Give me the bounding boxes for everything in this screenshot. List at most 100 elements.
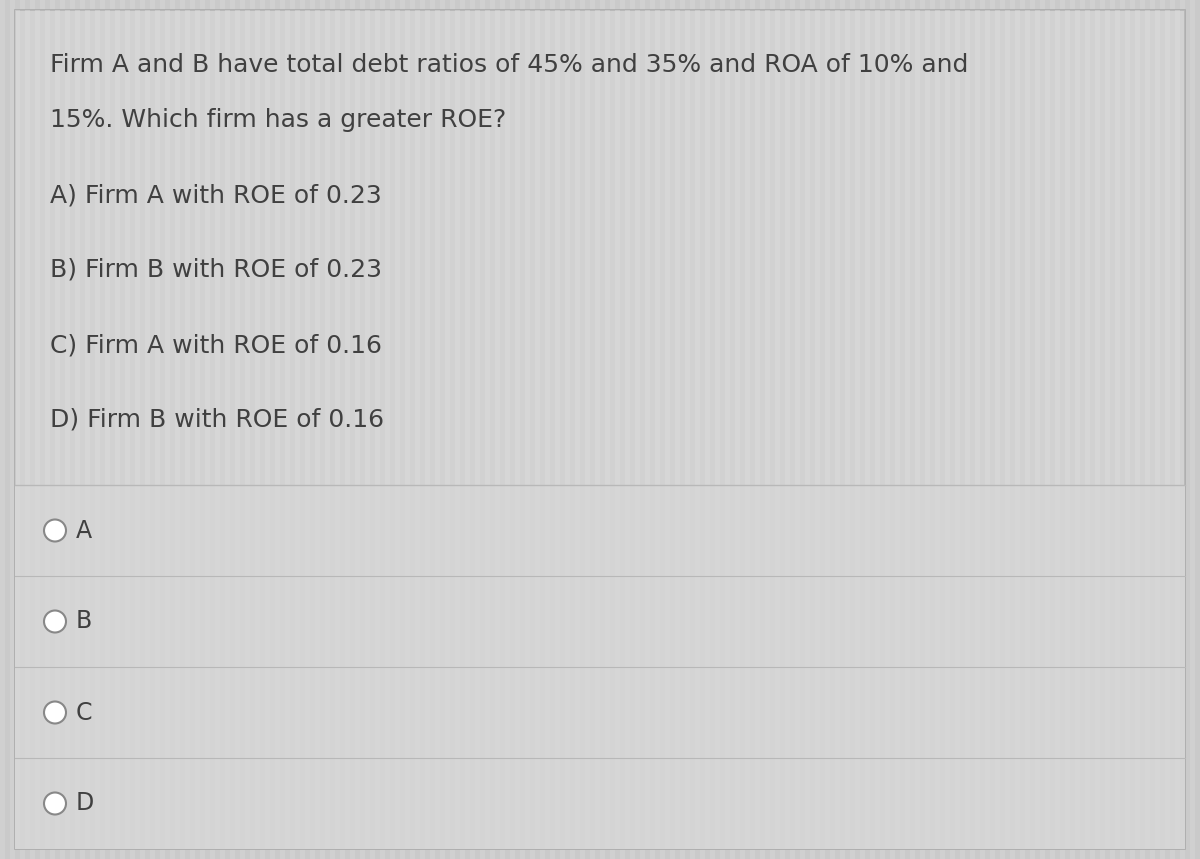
- Bar: [780, 0, 785, 859]
- Bar: [605, 10, 610, 849]
- Bar: [734, 0, 740, 859]
- Bar: [185, 576, 190, 667]
- Bar: [755, 667, 760, 758]
- Bar: [455, 485, 460, 576]
- Bar: [55, 667, 60, 758]
- Bar: [700, 10, 706, 849]
- Bar: [125, 10, 130, 849]
- Bar: [95, 485, 100, 576]
- Bar: [755, 10, 760, 849]
- Bar: [835, 576, 840, 667]
- Bar: [835, 667, 840, 758]
- Bar: [145, 485, 150, 576]
- Bar: [985, 758, 990, 849]
- Bar: [605, 758, 610, 849]
- Bar: [916, 0, 920, 859]
- Bar: [630, 10, 635, 849]
- Bar: [110, 0, 115, 859]
- Bar: [430, 10, 436, 849]
- Bar: [1135, 576, 1140, 667]
- Bar: [395, 576, 400, 667]
- Bar: [870, 10, 875, 849]
- Bar: [775, 485, 780, 576]
- Bar: [496, 0, 500, 859]
- Bar: [340, 10, 346, 849]
- Bar: [85, 758, 90, 849]
- Bar: [330, 0, 335, 859]
- Bar: [50, 0, 55, 859]
- Bar: [815, 0, 820, 859]
- Bar: [1075, 0, 1080, 859]
- Bar: [1150, 0, 1154, 859]
- Bar: [175, 0, 180, 859]
- Bar: [125, 576, 130, 667]
- Bar: [256, 667, 260, 758]
- Bar: [1126, 10, 1130, 849]
- Bar: [565, 758, 570, 849]
- Bar: [1010, 0, 1015, 859]
- Bar: [436, 758, 440, 849]
- Bar: [1154, 10, 1160, 849]
- Bar: [886, 758, 890, 849]
- Bar: [875, 667, 880, 758]
- Bar: [250, 0, 256, 859]
- Bar: [475, 667, 480, 758]
- Bar: [350, 10, 355, 849]
- Bar: [635, 576, 640, 667]
- Bar: [560, 0, 565, 859]
- Bar: [365, 576, 370, 667]
- Bar: [715, 667, 720, 758]
- Bar: [845, 0, 850, 859]
- Bar: [1096, 758, 1100, 849]
- Bar: [1000, 10, 1006, 849]
- Bar: [635, 10, 640, 849]
- Bar: [380, 10, 385, 849]
- Bar: [320, 0, 325, 859]
- Bar: [265, 576, 270, 667]
- Bar: [290, 10, 295, 849]
- Bar: [475, 485, 480, 576]
- Bar: [530, 10, 535, 849]
- Bar: [455, 0, 460, 859]
- Bar: [14, 485, 20, 576]
- Bar: [390, 0, 395, 859]
- Bar: [256, 10, 260, 849]
- Bar: [1096, 576, 1100, 667]
- Bar: [635, 667, 640, 758]
- Bar: [100, 0, 106, 859]
- Circle shape: [44, 702, 66, 723]
- Bar: [1066, 758, 1070, 849]
- Bar: [40, 0, 46, 859]
- Bar: [745, 576, 750, 667]
- Bar: [365, 10, 370, 849]
- Bar: [260, 10, 265, 849]
- Bar: [1154, 0, 1160, 859]
- Bar: [1025, 576, 1030, 667]
- Bar: [815, 667, 820, 758]
- Bar: [286, 10, 290, 849]
- Bar: [616, 10, 620, 849]
- Bar: [125, 667, 130, 758]
- Bar: [250, 10, 256, 849]
- Bar: [215, 758, 220, 849]
- Bar: [1055, 576, 1060, 667]
- Bar: [240, 10, 245, 849]
- Bar: [835, 0, 840, 859]
- Bar: [734, 576, 740, 667]
- Bar: [860, 0, 865, 859]
- Bar: [710, 10, 715, 849]
- Bar: [526, 485, 530, 576]
- Bar: [194, 10, 200, 849]
- Bar: [655, 576, 660, 667]
- Bar: [475, 576, 480, 667]
- Bar: [355, 576, 360, 667]
- Bar: [916, 10, 920, 849]
- Bar: [725, 10, 730, 849]
- Bar: [745, 0, 750, 859]
- Bar: [455, 667, 460, 758]
- Bar: [554, 0, 560, 859]
- Bar: [815, 758, 820, 849]
- Text: Firm A and B have total debt ratios of 45% and 35% and ROA of 10% and: Firm A and B have total debt ratios of 4…: [50, 53, 968, 77]
- Bar: [660, 10, 665, 849]
- Bar: [314, 10, 320, 849]
